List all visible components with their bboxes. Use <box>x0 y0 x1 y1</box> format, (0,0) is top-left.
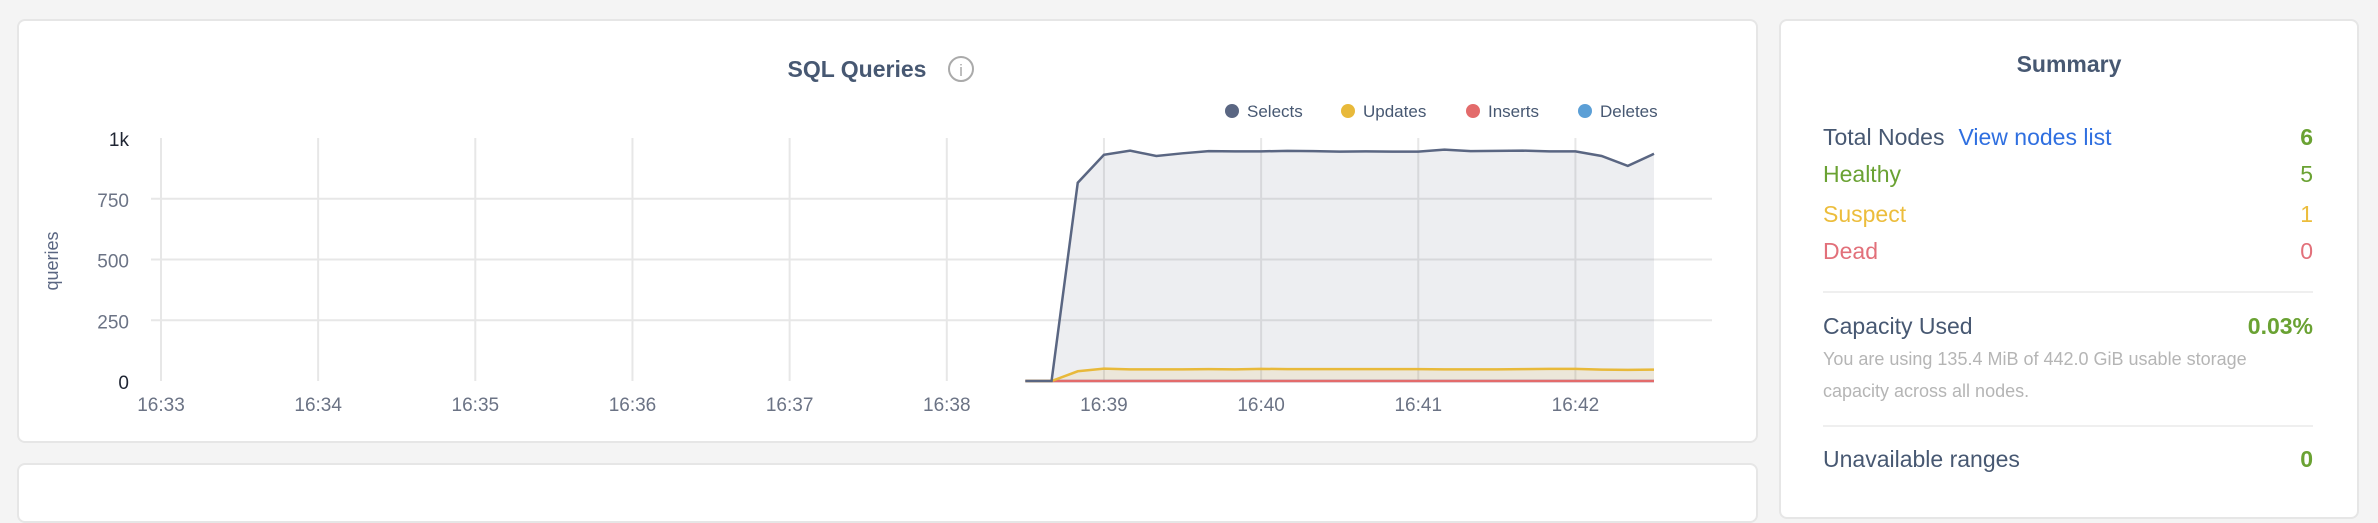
legend-label: Selects <box>1247 102 1303 121</box>
series-line-selects <box>1025 148 1655 383</box>
unavailable-ranges-label: Unavailable ranges <box>1823 445 2020 472</box>
suspect-label: Suspect <box>1823 200 1907 227</box>
view-nodes-list-link[interactable]: View nodes list <box>1958 123 2112 150</box>
series-line-updates <box>1025 367 1655 383</box>
y-tick-label: 0 <box>118 373 129 394</box>
legend-dot <box>1466 104 1480 118</box>
info-icon-glyph: i <box>959 61 963 80</box>
legend-dot <box>1341 104 1355 118</box>
series-area-selects <box>1025 149 1654 381</box>
divider <box>1823 291 2313 293</box>
total-nodes-value: 6 <box>2300 123 2313 150</box>
legend-dot <box>1578 104 1592 118</box>
sql-queries-chart: SQL Queries i 0 250 500 750 1k 16:33 16:34 16:35 1… <box>42 56 1712 416</box>
series-area-updates <box>1025 368 1654 381</box>
x-tick-label: 16:39 <box>1080 395 1128 416</box>
legend-label: Inserts <box>1488 102 1539 121</box>
legend-item-deletes: Deletes <box>1578 102 1658 121</box>
capacity-row: Capacity Used 0.03% <box>1823 310 2313 342</box>
total-nodes-label: Total Nodes <box>1823 123 1945 150</box>
x-tick-label: 16:42 <box>1552 395 1600 416</box>
chart-title: SQL Queries <box>788 56 927 82</box>
healthy-label: Healthy <box>1823 160 1901 187</box>
legend-item-updates: Updates <box>1341 102 1426 121</box>
suspect-row: Suspect 1 <box>1823 198 2313 230</box>
healthy-value: 5 <box>2300 160 2313 187</box>
legend-label: Updates <box>1363 102 1426 121</box>
capacity-description: You are using 135.4 MiB of 442.0 GiB usa… <box>1823 349 2247 401</box>
x-tick-label: 16:33 <box>137 395 185 416</box>
dead-row: Dead 0 <box>1823 235 2313 267</box>
x-tick-label: 16:34 <box>294 395 342 416</box>
unavailable-ranges-value: 0 <box>2300 445 2313 472</box>
y-tick-label: 250 <box>97 312 129 333</box>
info-icon-circle <box>948 56 974 82</box>
x-tick-label: 16:36 <box>609 395 657 416</box>
divider <box>1823 425 2313 427</box>
secondary-card <box>17 463 1758 523</box>
x-tick-label: 16:37 <box>766 395 814 416</box>
unavailable-ranges-row: Unavailable ranges 0 <box>1823 443 2313 475</box>
legend-label: Deletes <box>1600 102 1658 121</box>
x-tick-label: 16:41 <box>1394 395 1442 416</box>
x-tick-label: 16:38 <box>923 395 971 416</box>
x-tick-label: 16:35 <box>452 395 500 416</box>
y-tick-label: 500 <box>97 252 129 273</box>
legend-item-selects: Selects <box>1225 102 1303 121</box>
x-tick-label: 16:40 <box>1237 395 1285 416</box>
dead-value: 0 <box>2300 237 2313 264</box>
healthy-row: Healthy 5 <box>1823 158 2313 190</box>
suspect-value: 1 <box>2300 200 2313 227</box>
legend-dot <box>1225 104 1239 118</box>
capacity-label: Capacity Used <box>1823 312 1973 339</box>
info-circle-icon: i <box>948 56 974 82</box>
capacity-value: 0.03% <box>2247 312 2313 339</box>
summary-title: Summary <box>2016 51 2122 77</box>
y-tick-label: 750 <box>97 191 129 212</box>
y-tick-label: 1k <box>109 130 130 151</box>
summary-card: Summary Total Nodes View nodes list 6 Hea… <box>1779 19 2359 519</box>
total-nodes-row: Total Nodes View nodes list 6 <box>1823 121 2313 153</box>
y-axis-label: queries <box>42 231 62 290</box>
legend-item-inserts: Inserts <box>1466 102 1539 121</box>
dead-label: Dead <box>1823 237 1878 264</box>
sql-queries-card: SQL Queries i 0 250 500 750 1k 16:33 16:34 16:35 1… <box>17 19 1758 443</box>
